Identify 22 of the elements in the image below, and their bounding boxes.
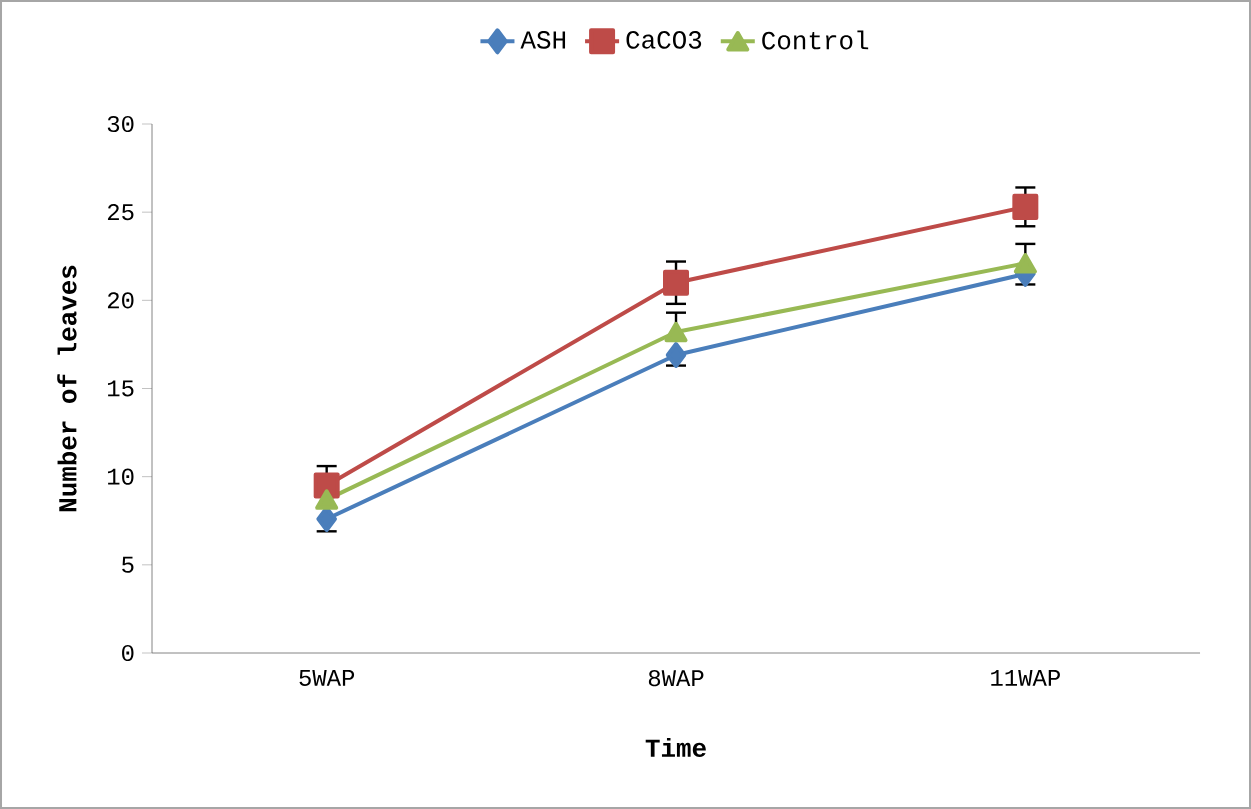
y-tick-label: 10 <box>107 468 134 485</box>
x-tick-label: 8WAP <box>648 670 704 687</box>
y-tick-label: 5 <box>122 556 134 573</box>
point <box>663 269 690 296</box>
legend-label: Control <box>762 30 869 50</box>
x-axis-title: Time <box>645 737 706 757</box>
y-tick-label: 15 <box>107 380 134 397</box>
point <box>315 489 339 510</box>
y-tick-label: 0 <box>122 644 134 662</box>
x-tick-label: 11WAP <box>991 670 1060 686</box>
point <box>313 472 340 499</box>
point <box>1013 253 1037 274</box>
point <box>664 321 688 343</box>
y-axis-title: Number of leaves <box>57 265 77 512</box>
x-tick-label: 5WAP <box>299 670 355 687</box>
legend-label: CaCO3 <box>626 31 702 49</box>
point <box>1012 193 1039 220</box>
point <box>665 341 687 368</box>
y-tick-label: 30 <box>107 115 134 133</box>
legend-label: ASH <box>520 31 566 49</box>
y-tick-label: 20 <box>107 292 134 309</box>
y-tick-label: 25 <box>107 204 134 221</box>
